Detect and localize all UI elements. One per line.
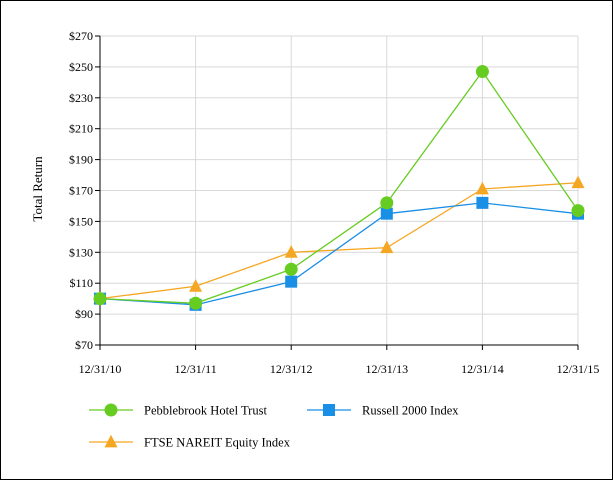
legend-label: Pebblebrook Hotel Trust [144,404,267,418]
data-point [189,279,203,292]
y-tick-label: $190 [69,153,93,167]
legend-marker [323,404,335,416]
legend-label: Russell 2000 Index [362,404,459,418]
x-tick-labels: 12/31/10 12/31/11 12/31/12 12/31/13 12/31/14… [79,362,600,376]
y-tick-label: $210 [69,122,93,136]
data-point [476,196,489,209]
legend-item: Pebblebrook Hotel Trust [89,403,267,418]
data-point [284,245,298,258]
series-russell-2000-index [94,196,584,311]
y-tick-labels: $70 $90 $110 $130 $150 $170 $190 $210 $230 $250 $2… [69,29,93,352]
legend-marker [104,434,118,448]
data-point [285,275,298,288]
y-tick-label: $90 [75,307,93,321]
series-line [99,70,579,304]
y-tick-label: $250 [69,60,93,74]
data-point [475,181,489,195]
x-tick-label: 12/31/14 [461,362,504,376]
y-tick-label: $110 [69,276,93,290]
data-point [475,65,489,79]
gridlines [99,35,579,346]
y-axis-title: Total Return [30,156,45,222]
series-lines [93,65,585,311]
data-point [571,204,585,218]
x-tick-label: 12/31/12 [270,362,313,376]
legend-label: FTSE NAREIT Equity Index [144,436,291,450]
x-tick-label: 12/31/10 [79,362,122,376]
y-tick-label: $230 [69,91,93,105]
legend-marker [104,403,118,417]
series-line [99,182,579,300]
legend-item: FTSE NAREIT Equity Index [89,434,291,450]
series-pebblebrook-hotel-trust [93,65,585,310]
data-point [380,196,394,210]
series-ftse-nareit-equity-index [93,175,585,305]
legend-item: Russell 2000 Index [307,404,459,418]
y-tick-label: $150 [69,214,93,228]
data-point [380,240,394,254]
x-tick-label: 12/31/11 [174,362,216,376]
x-tick-label: 12/31/13 [365,362,408,376]
data-point [93,292,107,306]
legend: Pebblebrook Hotel Trust Russell 2000 Inde… [89,403,459,450]
data-point [189,296,203,310]
x-tick-label: 12/31/15 [557,362,600,376]
series-line [99,202,579,306]
data-point [571,175,585,189]
y-tick-label: $170 [69,184,93,198]
data-point [284,262,298,276]
y-tick-label: $70 [75,338,93,352]
y-tick-label: $270 [69,29,93,43]
data-point [380,207,393,220]
y-tick-label: $130 [69,245,93,259]
